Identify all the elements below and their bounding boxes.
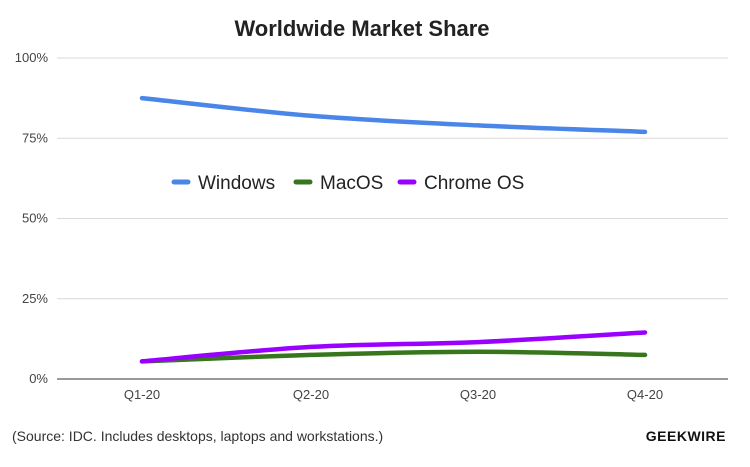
x-tick-label: Q4-20 (627, 387, 663, 402)
y-tick-label: 0% (29, 371, 48, 386)
series-line-chrome-os (139, 330, 648, 364)
brand-logo-text: GEEKWIRE (645, 428, 726, 444)
x-tick-label: Q2-20 (293, 387, 329, 402)
y-tick-label: 50% (22, 211, 48, 226)
y-tick-label: 75% (22, 130, 48, 145)
legend-label-windows: Windows (198, 173, 275, 194)
chart-title: Worldwide Market Share (234, 16, 489, 41)
series-line-macos (139, 349, 648, 364)
y-tick-label: 100% (15, 50, 49, 65)
x-tick-label: Q3-20 (460, 387, 496, 402)
series-line-windows (139, 95, 648, 135)
x-tick-label: Q1-20 (124, 387, 160, 402)
legend-label-macos: MacOS (320, 173, 383, 194)
legend-label-chrome-os: Chrome OS (424, 173, 524, 194)
y-tick-label: 25% (22, 291, 48, 306)
source-note: (Source: IDC. Includes desktops, laptops… (12, 428, 384, 444)
